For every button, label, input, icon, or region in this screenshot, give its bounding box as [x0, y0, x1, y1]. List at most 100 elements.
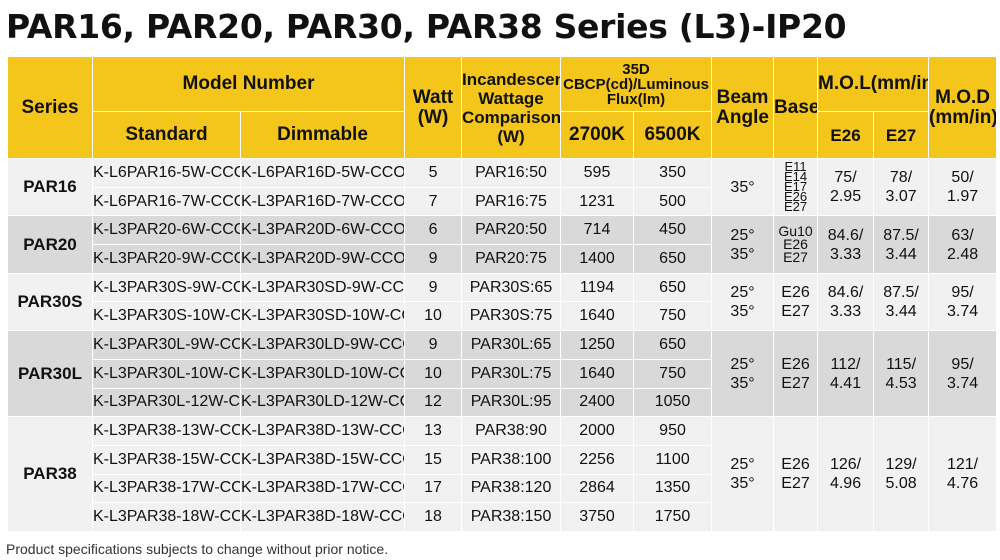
watt-cell: 15 [404, 444, 463, 475]
mol-e26-value: 3.33 [829, 245, 862, 263]
mol-e26-value: 3.33 [829, 302, 862, 320]
table-row: K-L3PAR30L-10W-CCOB K-L3PAR30LD-10W-CCOB… [8, 358, 997, 389]
flux-6500k-cell: 350 [633, 158, 713, 188]
watt-cell: 9 [404, 330, 463, 360]
mol-e27-value: 4.53 [885, 374, 917, 392]
dimmable-model: K-L3PAR20D-9W-CCOB [239, 244, 406, 274]
comparison-cell: PAR38:90 [461, 416, 562, 446]
beam-angle-cell: 25° 35° [711, 330, 775, 418]
standard-model: K-L6PAR16-5W-CCOB [92, 158, 241, 188]
table-row: PAR20 K-L3PAR20-6W-CCOB K-L3PAR20D-6W-CC… [7, 215, 998, 274]
mod-value: 121/ [946, 456, 979, 474]
flux-6500k-cell: 500 [633, 186, 713, 217]
mod-value: 2.48 [946, 245, 979, 263]
watt-cell: 9 [404, 272, 463, 303]
comparison-cell: PAR20:75 [461, 244, 562, 274]
base-cell: E26 E27 [773, 272, 819, 332]
watt-cell: 18 [404, 502, 463, 532]
dimmable-model: K-L6PAR16D-5W-CCOB [239, 158, 406, 188]
mol-e26-value: 2.95 [829, 188, 862, 206]
table-row: PAR16 K-L6PAR16-5W-CCOB K-L6PAR16D-5W-CC… [7, 157, 998, 217]
base-value: E26 [781, 355, 810, 373]
base-cell: Gu10 E26 E27 [773, 215, 819, 274]
dimmable-model: K-L3PAR30SD-10W-CCOB [239, 301, 406, 332]
dimmable-model: K-L3PAR16D-7W-CCOB [239, 186, 406, 217]
header-row-1: Series Model Number Watt (W) Incandescen… [7, 56, 998, 159]
watt-cell: 7 [404, 186, 463, 217]
header-series: Series [7, 56, 93, 159]
mol-e27-cell: 87.5/ 3.44 [873, 272, 930, 332]
flux-2700k-cell: 1400 [560, 244, 635, 274]
beam-angle-cell: 25° 35° [711, 416, 775, 532]
dimmable-model: K-L3PAR20D-6W-CCOB [239, 215, 406, 246]
table-row: K-L3PAR20-9W-CCOB K-L3PAR20D-9W-CCOB 9 P… [8, 244, 997, 274]
dimmable-model: K-L3PAR30SD-9W-CCOB [239, 272, 406, 303]
beam-angle-cell: 35° [711, 157, 775, 217]
mol-e27-cell: 115/ 4.53 [873, 330, 930, 418]
comparison-cell: PAR30L:75 [461, 358, 562, 389]
flux-6500k-cell: 1050 [633, 387, 713, 418]
table-row: PAR30S K-L3PAR30S-9W-CCOB K-L3PAR30SD-9W… [7, 272, 998, 332]
comparison-cell: PAR38:100 [461, 444, 562, 475]
series-cell: PAR16 [7, 157, 93, 217]
mol-e26-value: 84.6/ [827, 283, 864, 301]
table-row: K-L3PAR38-18W-CCOB K-L3PAR38D-18W-CCOB 1… [8, 502, 997, 532]
watt-cell: 10 [404, 301, 463, 332]
table-row: PAR38 K-L3PAR38-13W-CCOB K-L3PAR38D-13W-… [7, 416, 998, 532]
flux-6500k-cell: 650 [633, 272, 713, 303]
mol-e27-cell: 87.5/ 3.44 [873, 215, 930, 274]
header-2700k: 2700K [560, 111, 635, 159]
mol-e27-cell: 129/ 5.08 [873, 416, 930, 532]
flux-6500k-cell: 1100 [633, 444, 713, 475]
flux-2700k-cell: 2256 [560, 444, 635, 475]
base-value: E17 [783, 179, 808, 195]
comparison-cell: PAR30S:65 [461, 272, 562, 303]
table-row: K-L3PAR30L-12W-CCOB K-L3PAR30LD-12W-CCOB… [8, 387, 997, 418]
standard-model: K-L6PAR16-7W-CCOB [92, 186, 241, 217]
mol-e26-value: 75/ [834, 169, 857, 187]
flux-6500k-cell: 450 [633, 215, 713, 246]
dimmable-model: K-L3PAR30LD-10W-CCOB [239, 358, 406, 389]
mol-e27-value: 5.08 [885, 475, 917, 493]
base-value: E11 [784, 159, 807, 175]
mol-e26-cell: 112/ 4.41 [817, 330, 875, 418]
footnote: Product specifications subjects to chang… [6, 541, 389, 557]
standard-model: K-L3PAR30L-10W-CCOB [92, 358, 241, 389]
header-watt-line: (W) [417, 106, 449, 128]
header-dimmable: Dimmable [239, 111, 406, 159]
mod-cell: 50/ 1.97 [928, 157, 998, 217]
base-value: E14 [783, 169, 808, 185]
series-cell: PAR30S [7, 272, 93, 332]
header-incandescent-line: Wattage [478, 88, 544, 108]
mol-e27-value: 87.5/ [883, 283, 919, 301]
mol-e27-value: 3.44 [885, 302, 917, 320]
comparison-cell: PAR30L:95 [461, 387, 562, 418]
comparison-cell: PAR30L:65 [461, 330, 562, 360]
header-row-2: Standard Dimmable 2700K 6500K E26 E27 [8, 111, 997, 159]
mod-value: 4.76 [946, 475, 979, 493]
table-row: K-L6PAR16-7W-CCOB K-L3PAR16D-7W-CCOB 7 P… [8, 186, 997, 217]
watt-cell: 6 [404, 215, 463, 246]
flux-2700k-cell: 1194 [560, 272, 635, 303]
flux-6500k-cell: 750 [633, 358, 713, 389]
mol-e26-cell: 126/ 4.96 [817, 416, 875, 532]
mol-e27-value: 3.07 [885, 188, 917, 206]
flux-2700k-cell: 1640 [560, 301, 635, 332]
standard-model: K-L3PAR20-9W-CCOB [92, 244, 241, 274]
beam-value: 25° [730, 456, 755, 474]
dimmable-model: K-L3PAR38D-17W-CCOB [239, 473, 406, 504]
header-e26: E26 [817, 111, 875, 159]
comparison-cell: PAR38:120 [461, 473, 562, 504]
series-cell: PAR38 [7, 416, 93, 532]
standard-model: K-L3PAR38-17W-CCOB [92, 473, 241, 504]
standard-model: K-L3PAR38-18W-CCOB [92, 502, 241, 532]
watt-cell: 13 [404, 416, 463, 446]
header-beam-line: Angle [716, 106, 769, 128]
beam-angle-cell: 25° 35° [711, 272, 775, 332]
header-e27: E27 [873, 111, 930, 159]
standard-model: K-L3PAR38-13W-CCOB [92, 416, 241, 446]
base-value: E27 [781, 374, 810, 392]
mod-cell: 63/ 2.48 [928, 215, 998, 274]
base-value: Gu10 [778, 223, 813, 240]
comparison-cell: PAR16:75 [461, 186, 562, 217]
